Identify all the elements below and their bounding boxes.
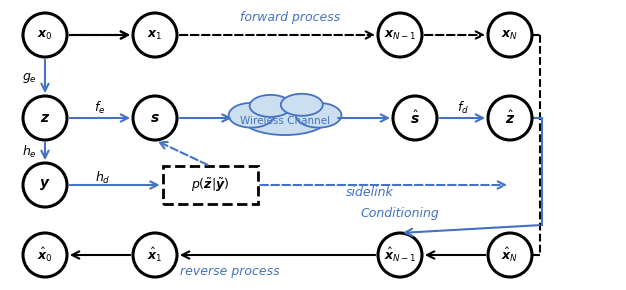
Text: $f_e$: $f_e$ — [95, 100, 106, 116]
Text: sidelink: sidelink — [346, 186, 394, 200]
FancyBboxPatch shape — [163, 166, 257, 204]
Text: $\boldsymbol{x}_{N-1}$: $\boldsymbol{x}_{N-1}$ — [384, 28, 416, 41]
Ellipse shape — [250, 95, 292, 117]
Ellipse shape — [242, 101, 328, 135]
Circle shape — [23, 13, 67, 57]
Circle shape — [393, 96, 437, 140]
Text: $g_e$: $g_e$ — [22, 71, 37, 85]
Ellipse shape — [296, 103, 341, 128]
Text: Wireless Channel: Wireless Channel — [240, 116, 330, 126]
Text: $\hat{\boldsymbol{x}}_N$: $\hat{\boldsymbol{x}}_N$ — [501, 246, 518, 264]
Text: $\boldsymbol{y}$: $\boldsymbol{y}$ — [39, 177, 51, 193]
Text: $h_d$: $h_d$ — [95, 170, 111, 186]
Ellipse shape — [228, 103, 274, 128]
Circle shape — [378, 13, 422, 57]
Text: $\hat{\boldsymbol{z}}$: $\hat{\boldsymbol{z}}$ — [505, 109, 515, 127]
Text: $\boldsymbol{s}$: $\boldsymbol{s}$ — [150, 111, 160, 125]
Text: $\hat{\boldsymbol{s}}$: $\hat{\boldsymbol{s}}$ — [410, 109, 420, 127]
Text: $f_d$: $f_d$ — [457, 100, 469, 116]
Circle shape — [488, 233, 532, 277]
Text: $\boldsymbol{z}$: $\boldsymbol{z}$ — [40, 111, 50, 125]
Text: $p(\tilde{\boldsymbol{z}}|\tilde{\boldsymbol{y}})$: $p(\tilde{\boldsymbol{z}}|\tilde{\boldsy… — [191, 176, 229, 194]
Text: $\hat{\boldsymbol{x}}_{N-1}$: $\hat{\boldsymbol{x}}_{N-1}$ — [384, 246, 416, 264]
Ellipse shape — [281, 94, 323, 116]
Circle shape — [133, 96, 177, 140]
Circle shape — [133, 13, 177, 57]
Text: Conditioning: Conditioning — [361, 206, 439, 220]
Circle shape — [488, 96, 532, 140]
Text: $\hat{\boldsymbol{x}}_1$: $\hat{\boldsymbol{x}}_1$ — [147, 246, 163, 264]
Text: $\boldsymbol{x}_0$: $\boldsymbol{x}_0$ — [37, 28, 53, 41]
Circle shape — [23, 96, 67, 140]
Text: $\boldsymbol{x}_1$: $\boldsymbol{x}_1$ — [147, 28, 163, 41]
Text: $\boldsymbol{x}_N$: $\boldsymbol{x}_N$ — [501, 28, 518, 41]
Circle shape — [23, 163, 67, 207]
Text: forward process: forward process — [240, 12, 340, 24]
Text: reverse process: reverse process — [180, 266, 280, 278]
Text: $\hat{\boldsymbol{x}}_0$: $\hat{\boldsymbol{x}}_0$ — [37, 246, 53, 264]
Circle shape — [488, 13, 532, 57]
Circle shape — [23, 233, 67, 277]
Circle shape — [133, 233, 177, 277]
Circle shape — [378, 233, 422, 277]
Text: $h_e$: $h_e$ — [22, 144, 37, 160]
